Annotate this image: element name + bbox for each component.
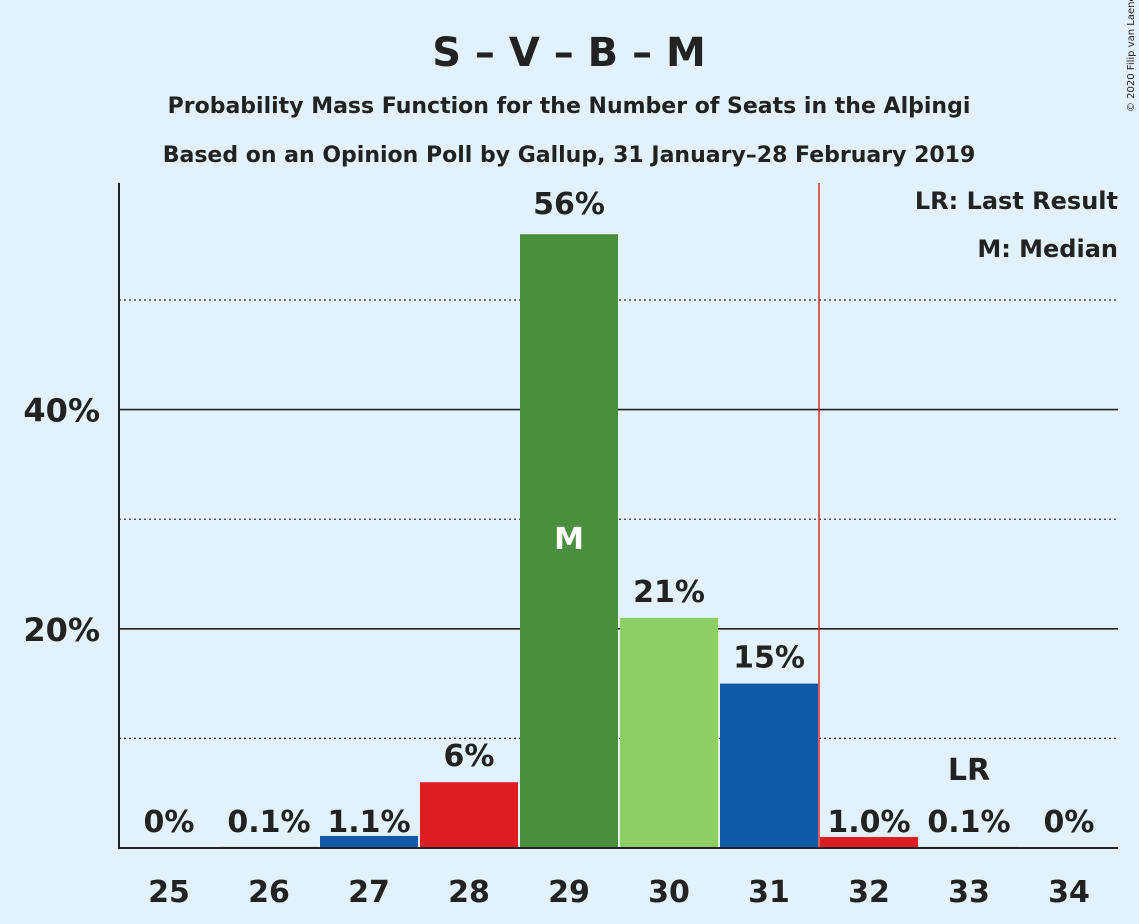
data-label-32: 1.0% <box>827 805 910 840</box>
y-tick-label: 40% <box>23 392 100 430</box>
x-tick-label-29: 29 <box>548 875 590 910</box>
bars <box>220 234 1018 849</box>
data-label-31: 15% <box>733 641 805 676</box>
data-label-29: 56% <box>533 187 605 222</box>
data-label-33: 0.1% <box>927 805 1010 840</box>
data-label-27: 1.1% <box>327 805 410 840</box>
gridlines <box>119 299 1118 740</box>
x-tick-label-30: 30 <box>648 875 690 910</box>
bar-27 <box>320 835 418 848</box>
last-result-marker: LR <box>948 753 990 788</box>
data-label-30: 21% <box>633 575 705 610</box>
x-tick-label-32: 32 <box>848 875 890 910</box>
data-label-28: 6% <box>444 739 495 774</box>
bar-29 <box>520 234 618 849</box>
data-label-34: 0% <box>1044 805 1095 840</box>
x-tick-label-27: 27 <box>348 875 390 910</box>
bar-28 <box>420 782 518 848</box>
legend-last-result: LR: Last Result <box>915 187 1118 215</box>
copyright-notice: © 2020 Filip van Laenen <box>1126 0 1137 112</box>
bar-31 <box>720 683 818 848</box>
bar-32 <box>820 837 918 848</box>
legend-median: M: Median <box>977 235 1118 263</box>
x-tick-label-28: 28 <box>448 875 490 910</box>
axes: 20% 40% 25 26 27 28 29 30 31 32 33 34 <box>23 183 1118 910</box>
data-label-26: 0.1% <box>227 805 310 840</box>
x-tick-label-34: 34 <box>1048 875 1090 910</box>
x-tick-label-33: 33 <box>948 875 990 910</box>
x-tick-label-25: 25 <box>148 875 190 910</box>
chart-subtitle: Probability Mass Function for the Number… <box>168 94 971 119</box>
median-marker: M <box>554 522 584 557</box>
data-label-25: 0% <box>144 805 195 840</box>
x-tick-label-31: 31 <box>748 875 790 910</box>
y-tick-label: 20% <box>23 611 100 649</box>
chart-subtitle-source: Based on an Opinion Poll by Gallup, 31 J… <box>163 143 976 168</box>
data-labels: 0% 0.1% 1.1% 6% 56% M 21% 15% 1.0% 0.1% LR 0% <box>144 187 1095 840</box>
x-tick-label-26: 26 <box>248 875 290 910</box>
chart-title: S – V – B – M <box>432 30 706 76</box>
bar-30 <box>620 617 718 848</box>
